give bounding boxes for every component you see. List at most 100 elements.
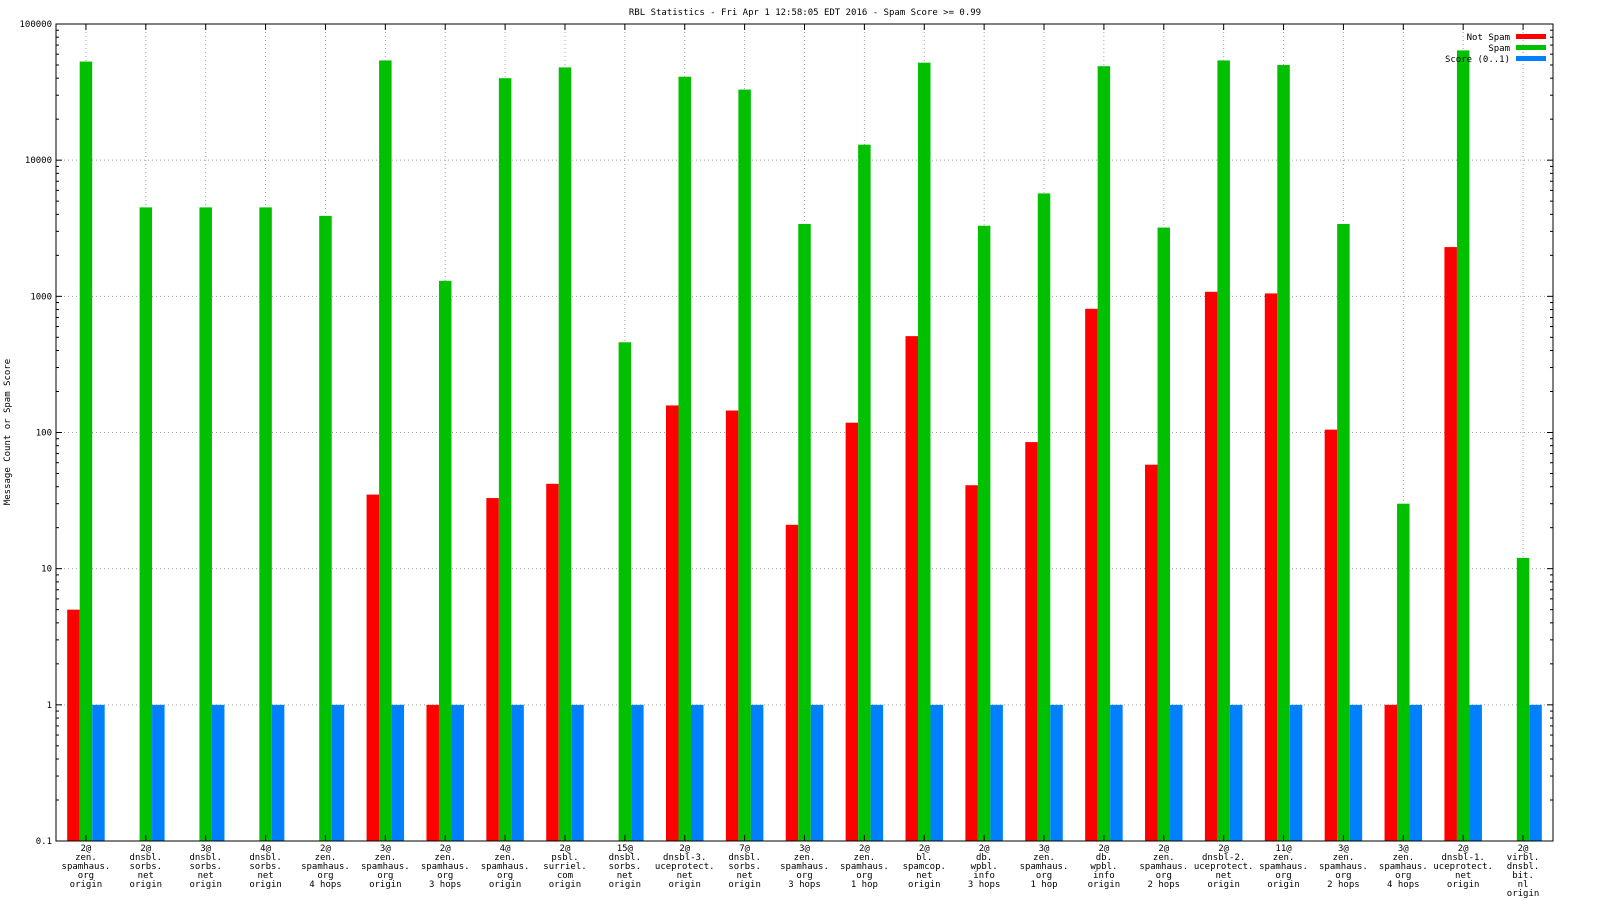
x-tick-label-line: origin	[908, 880, 941, 890]
bar-score-0-1	[511, 704, 524, 841]
x-tick-label-line: origin	[1267, 880, 1300, 890]
bar-not-spam	[785, 524, 799, 841]
x-tick-label-line: net	[1455, 871, 1471, 881]
x-tick-label-line: spamhaus.	[840, 862, 889, 872]
x-tick-label-line: 2@	[81, 844, 92, 854]
x-tick-label: 2@ zen. spamhaus. org 2 hops	[1139, 844, 1188, 890]
bar-score-0-1	[1469, 704, 1482, 841]
x-tick-label-line: org	[1395, 871, 1411, 881]
x-tick-label-line: dnsbl.	[189, 853, 222, 863]
x-tick-label-line: 1 hop	[1030, 880, 1057, 890]
bar-score-0-1	[571, 704, 584, 841]
x-tick-label-line: 4@	[260, 844, 271, 854]
bar-score-0-1	[810, 704, 824, 841]
x-tick-label-line: sorbs.	[728, 862, 761, 872]
x-tick-label-line: origin	[70, 880, 103, 890]
x-tick-label: 2@ dnsbl-3. uceprotect. net origin	[655, 844, 715, 890]
x-tick-label-line: 3 hops	[968, 880, 1001, 890]
x-tick-label-line: dnsbl-3.	[663, 853, 706, 863]
legend-label: Score (0..1)	[1445, 55, 1510, 65]
bar-not-spam	[1025, 442, 1038, 841]
bar-not-spam	[905, 336, 919, 841]
bar-score-0-1	[1170, 704, 1183, 841]
legend-swatch	[1516, 45, 1546, 50]
x-tick-label-line: zen.	[1392, 853, 1414, 863]
bar-not-spam	[1384, 704, 1398, 841]
bar-score-0-1	[990, 704, 1003, 841]
x-tick-label-line: nl	[1518, 880, 1529, 890]
bar-score-0-1	[92, 704, 105, 841]
bar-spam	[678, 76, 691, 841]
x-tick-label-line: origin	[249, 880, 282, 890]
bar-not-spam	[1324, 429, 1338, 841]
x-tick-label-line: origin	[1507, 889, 1540, 899]
x-tick-label: 2@ db. wpbl. info 3 hops	[968, 844, 1001, 890]
x-tick-label: 2@ psbl. surriel. com origin	[543, 844, 586, 890]
x-tick-label-line: db.	[976, 853, 992, 863]
x-tick-label-line: org	[1156, 871, 1172, 881]
x-tick-label-line: zen.	[854, 853, 876, 863]
bar-not-spam	[1444, 247, 1457, 841]
x-tick-label-line: spamcop.	[903, 862, 946, 872]
x-tick-label-line: info	[1093, 871, 1115, 881]
x-tick-label-line: zen.	[1273, 853, 1295, 863]
bar-spam	[738, 89, 751, 841]
x-tick-label: 3@ zen. spamhaus. org 2 hops	[1319, 844, 1368, 890]
x-tick-label-line: spamhaus.	[421, 862, 470, 872]
x-tick-label: 2@ zen. spamhaus. org origin	[62, 844, 111, 890]
x-tick-label: 3@ zen. spamhaus. org 3 hops	[780, 844, 829, 890]
x-tick-label-line: zen.	[374, 853, 396, 863]
y-tick-label: 10	[41, 565, 52, 575]
x-tick-label-line: zen.	[1333, 853, 1355, 863]
legend-label: Spam	[1488, 44, 1510, 54]
x-tick-label-line: 2@	[859, 844, 870, 854]
x-tick-label-line: 4 hops	[1387, 880, 1420, 890]
x-tick-label-line: 3@	[799, 844, 810, 854]
x-tick-label-line: sorbs.	[249, 862, 282, 872]
x-tick-label-line: bit.	[1512, 871, 1534, 881]
x-tick-label-line: origin	[549, 880, 582, 890]
y-tick-label: 1000	[30, 292, 52, 302]
x-tick-label-line: 2@	[140, 844, 151, 854]
bar-score-0-1	[1409, 704, 1423, 841]
x-tick-label-line: sorbs.	[130, 862, 163, 872]
bar-spam	[379, 60, 392, 842]
x-tick-label-line: 2@	[979, 844, 990, 854]
x-tick-label-line: surriel.	[543, 862, 586, 872]
x-tick-label-line: org	[856, 871, 872, 881]
bar-spam	[319, 215, 332, 841]
bar-spam	[259, 207, 272, 841]
x-tick-label: 3@ zen. spamhaus. org origin	[361, 844, 410, 890]
bar-spam	[1217, 60, 1230, 842]
x-tick-label-line: 2@	[1218, 844, 1229, 854]
bar-not-spam	[426, 704, 439, 841]
x-tick-label-line: origin	[1207, 880, 1240, 890]
x-tick-label-line: zen.	[494, 853, 516, 863]
x-tick-label: 4@ dnsbl. sorbs. net origin	[249, 844, 282, 890]
bar-spam	[918, 62, 931, 841]
bar-spam	[199, 207, 212, 841]
x-tick-label-line: uceprotect.	[1433, 862, 1493, 872]
x-tick-label-line: net	[736, 871, 752, 881]
x-tick-label: 2@ dnsbl-1. uceprotect. net origin	[1433, 844, 1493, 890]
bar-score-0-1	[1289, 704, 1303, 841]
x-tick-label-line: zen.	[434, 853, 456, 863]
x-tick-label-line: psbl.	[551, 853, 578, 863]
x-tick-label-line: 2@	[320, 844, 331, 854]
bar-score-0-1	[750, 704, 764, 841]
bar-score-0-1	[1110, 704, 1123, 841]
x-tick-label-line: 7@	[739, 844, 750, 854]
bar-score-0-1	[930, 704, 944, 841]
x-tick-label-line: 4@	[500, 844, 511, 854]
bar-score-0-1	[870, 704, 884, 841]
x-tick-label-line: 2@	[560, 844, 571, 854]
x-tick-label-line: origin	[189, 880, 222, 890]
x-tick-label-line: spamhaus.	[62, 862, 111, 872]
bar-not-spam	[965, 485, 978, 841]
bar-spam	[1277, 64, 1290, 842]
bar-score-0-1	[152, 704, 165, 841]
bar-spam	[618, 342, 632, 841]
bar-not-spam	[1085, 308, 1098, 841]
x-tick-label: 4@ zen. spamhaus. org origin	[481, 844, 530, 890]
bar-spam	[1516, 557, 1530, 841]
